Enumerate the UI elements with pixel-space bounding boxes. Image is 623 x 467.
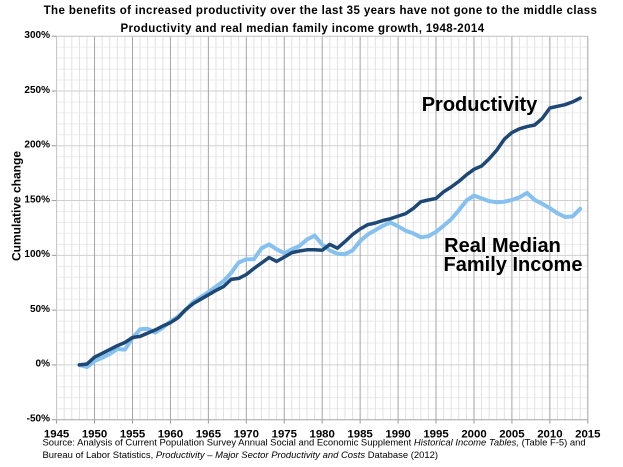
svg-text:-50%: -50%: [27, 414, 50, 425]
svg-text:1980: 1980: [310, 429, 335, 441]
svg-text:300%: 300%: [24, 30, 50, 41]
svg-text:150%: 150%: [24, 194, 50, 205]
svg-text:0%: 0%: [36, 359, 51, 370]
svg-text:200%: 200%: [24, 140, 50, 151]
svg-text:Source: Analysis of Current P: Source: Analysis of Current Population S…: [43, 438, 586, 449]
svg-text:1990: 1990: [385, 429, 410, 441]
svg-text:The benefits of increased prod: The benefits of increased productivity o…: [44, 5, 598, 17]
svg-text:Productivity: Productivity: [422, 94, 538, 116]
svg-text:1960: 1960: [158, 429, 183, 441]
svg-text:Cumulative change: Cumulative change: [10, 151, 24, 261]
svg-text:1995: 1995: [423, 429, 449, 441]
svg-text:1950: 1950: [82, 429, 107, 441]
svg-text:50%: 50%: [30, 304, 50, 315]
svg-text:1945: 1945: [44, 429, 70, 441]
svg-text:2005: 2005: [499, 429, 525, 441]
svg-text:Bureau of Labor Statistics, Pr: Bureau of Labor Statistics, Productivity…: [43, 450, 439, 461]
svg-text:250%: 250%: [24, 85, 50, 96]
svg-text:Family Income: Family Income: [444, 254, 583, 276]
svg-text:1975: 1975: [272, 429, 298, 441]
svg-text:1985: 1985: [347, 429, 373, 441]
svg-text:1970: 1970: [234, 429, 259, 441]
svg-text:100%: 100%: [24, 249, 50, 260]
svg-text:2010: 2010: [537, 429, 562, 441]
svg-text:2015: 2015: [575, 429, 601, 441]
svg-text:Real Median: Real Median: [444, 235, 561, 257]
svg-text:1955: 1955: [120, 429, 146, 441]
svg-text:1965: 1965: [196, 429, 222, 441]
svg-text:Productivity and real median f: Productivity and real median family inco…: [120, 23, 484, 35]
svg-text:2000: 2000: [461, 429, 486, 441]
